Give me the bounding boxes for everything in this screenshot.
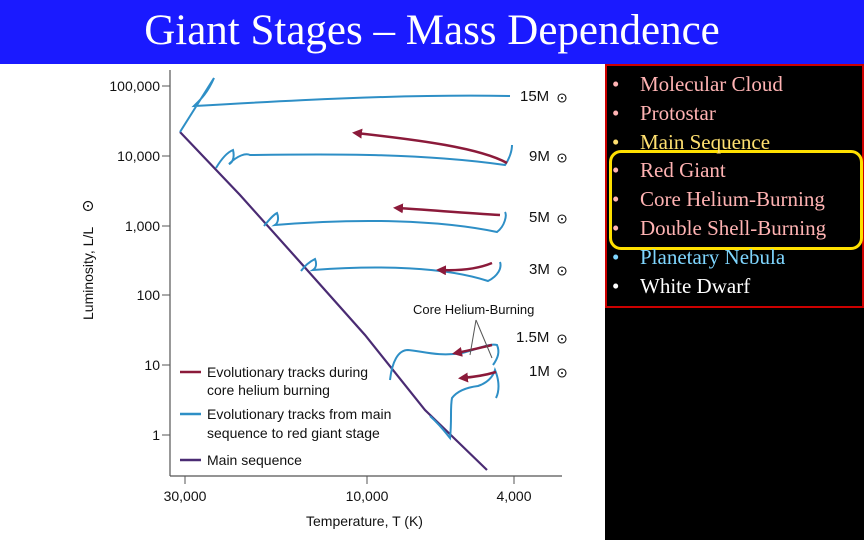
stage-item: • Red Giant [612,156,826,185]
y-tick-label: 100,000 [109,78,160,94]
stage-item: • Molecular Cloud [612,70,826,99]
stage-item: • Double Shell-Burning [612,214,826,243]
bullet: • [612,215,620,240]
sun-symbol [557,214,567,224]
stage-label: Main Sequence [640,129,771,154]
solar-symbols [557,93,567,378]
y-tick-label: 10,000 [117,148,160,164]
hr-diagram: 100,000 10,000 1,000 100 10 1 30,000 10,… [80,70,567,529]
y-tick-label: 10 [144,357,160,373]
legend-label: Evolutionary tracks during [207,364,368,380]
slide-title: Giant Stages – Mass Dependence [144,7,720,54]
bullet: • [612,187,620,212]
stage-highlight [609,150,863,250]
stage-list: • Molecular Cloud • Protostar • Main Sequen… [612,70,826,300]
sun-symbol [557,334,567,344]
mass-labels: 15M 9M 5M 3M 1.5M 1M [516,88,550,380]
mass-label: 5M [529,209,550,226]
x-tick-label: 30,000 [164,488,207,504]
mass-label: 1M [529,363,550,380]
bullet: • [612,244,620,269]
sun-dot [561,270,563,272]
track-1m [429,366,500,441]
stage-item: • Core Helium-Burning [612,185,826,214]
mass-label: 15M [520,88,549,105]
mass-label: 9M [529,148,550,165]
stage-label: Red Giant [640,158,726,183]
track-9m [215,144,513,169]
y-axis-title: Luminosity, L/L [80,200,96,320]
sun-symbol [557,266,567,276]
mass-label: 3M [529,261,550,278]
helium-arrow-3m [436,261,493,276]
sun-dot [561,218,563,220]
bullet: • [612,273,620,298]
stage-item: • White Dwarf [612,272,826,301]
stage-label: Core Helium-Burning [640,187,825,212]
stage-label: Protostar [640,100,716,125]
annotation-pointer-line [469,319,477,356]
stage-item: • Protostar [612,99,826,128]
solar-symbol-dots [561,97,563,374]
sun-symbol [557,93,567,103]
x-tick-label: 10,000 [346,488,389,504]
annotation-pointer-line [475,319,493,359]
annotation-pointer [469,319,493,359]
stage-label: Planetary Nebula [640,244,786,269]
y-axis-label: Luminosity, L/L [80,227,96,320]
stage-item: • Planetary Nebula [612,243,826,272]
y-tick-label: 1,000 [125,218,160,234]
sun-dot [561,372,563,374]
track-3m [300,257,502,283]
stage-item: • Main Sequence [612,128,826,157]
y-tick-label: 100 [137,287,161,303]
giant-tracks [179,77,513,441]
stage-list-box [605,64,864,308]
track-15m [179,77,511,133]
bullet: • [612,129,620,154]
helium-arrow-1-5m [452,343,493,357]
diagram-panel [0,64,605,540]
bullet: • [612,72,620,96]
sun-dot [561,97,563,99]
stage-label: White Dwarf [640,273,751,298]
helium-arrow-1m [458,370,497,383]
legend-label: Evolutionary tracks from main [207,406,391,422]
stage-label: Molecular Cloud [640,72,783,96]
x-ticks: 30,000 10,000 4,000 [164,476,532,504]
sun-symbol-dot [87,205,89,207]
title-bar [0,0,864,64]
bullet: • [612,158,620,183]
x-tick-label: 4,000 [496,488,531,504]
legend-label: Main sequence [207,452,302,468]
sun-dot [561,338,563,340]
stage-label: Double Shell-Burning [640,215,827,240]
y-tick-label: 1 [152,427,160,443]
helium-arrow-9m [352,128,508,165]
sun-symbol [557,153,567,163]
mass-label: 1.5M [516,329,549,346]
track-5m [263,211,507,234]
sun-symbol [82,200,94,212]
helium-arrow-5m [393,203,501,217]
sun-symbol [557,368,567,378]
x-axis-label: Temperature, T (K) [306,513,423,529]
helium-tracks [352,128,508,383]
sun-dot [561,157,563,159]
bullet: • [612,100,620,125]
legend-label: sequence to red giant stage [207,425,380,441]
legend-label: core helium burning [207,382,330,398]
y-ticks: 100,000 10,000 1,000 100 10 1 [109,78,170,443]
legend: Evolutionary tracks during core helium b… [180,364,391,468]
core-helium-burning-annotation: Core Helium-Burning [413,302,534,317]
